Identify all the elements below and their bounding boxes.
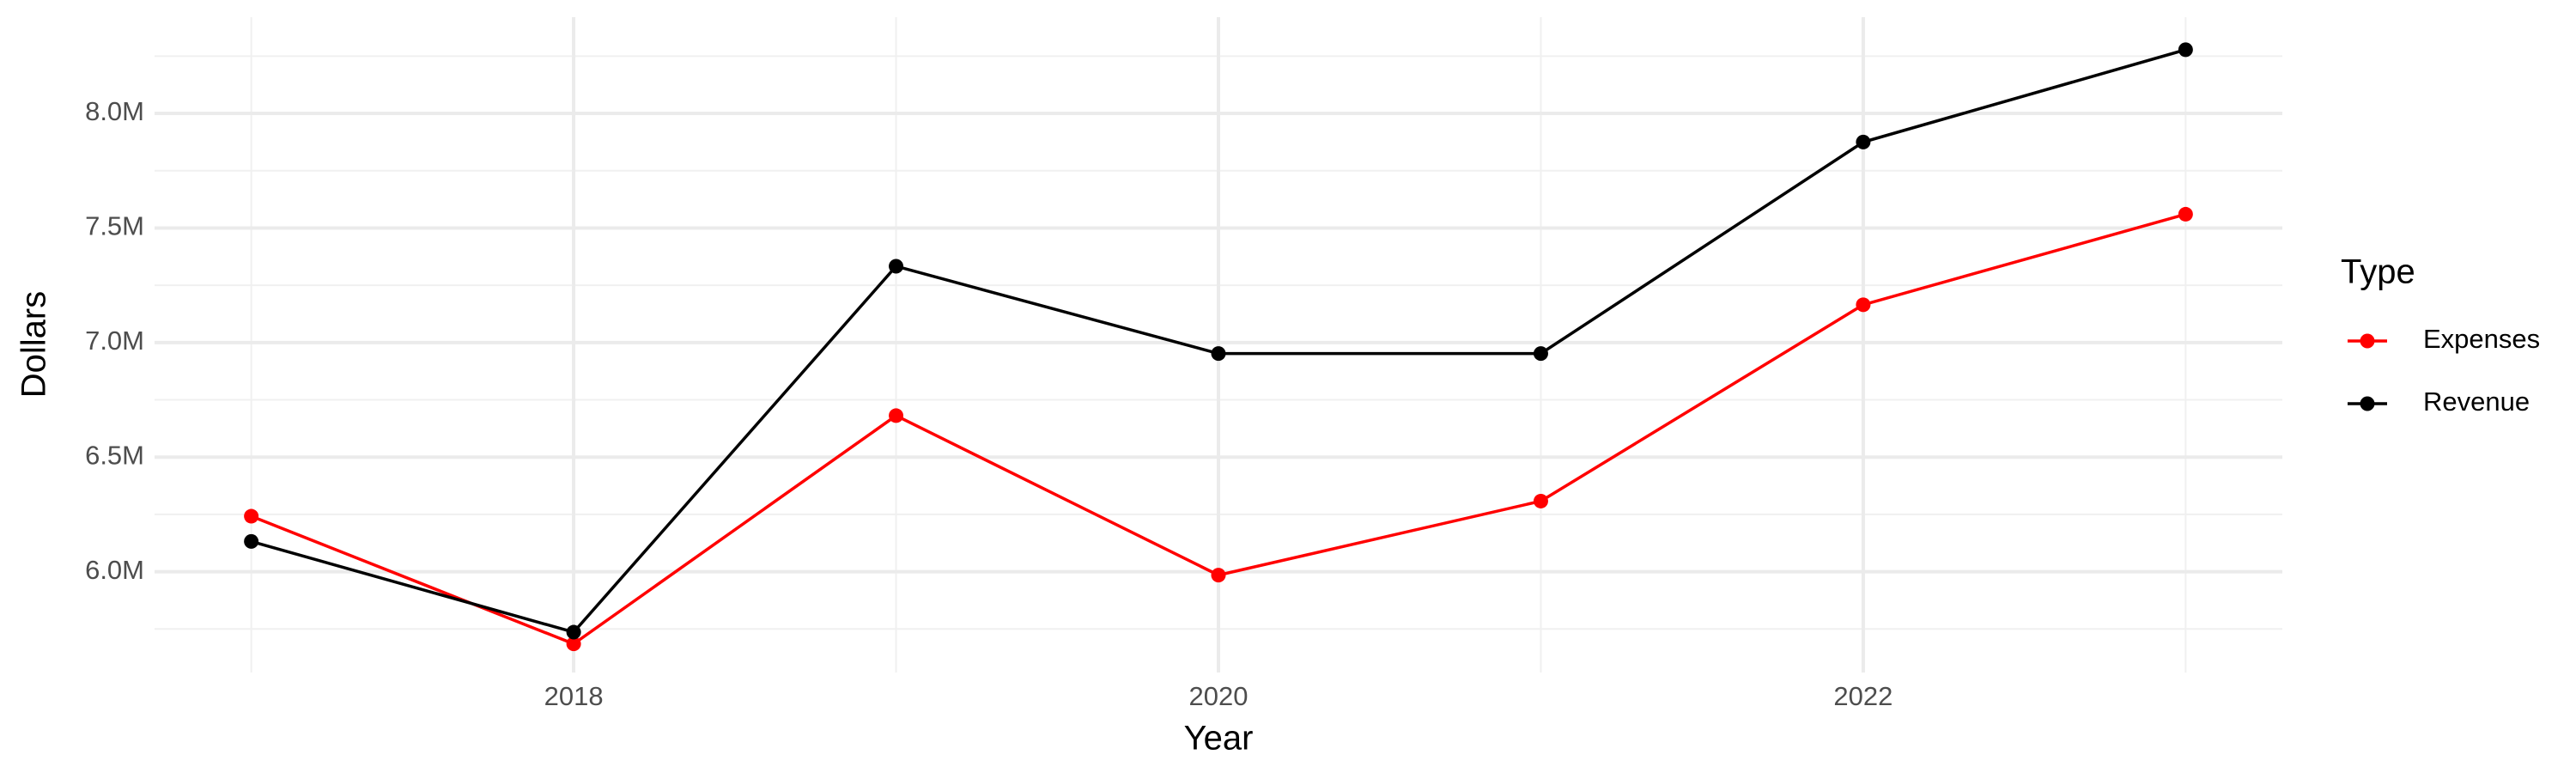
data-point bbox=[1211, 568, 1226, 583]
grid bbox=[155, 17, 2282, 673]
x-tick-label: 2020 bbox=[1189, 681, 1249, 711]
y-tick-label: 6.0M bbox=[85, 555, 144, 585]
legend-marker bbox=[2360, 333, 2375, 349]
x-tick-label: 2018 bbox=[544, 681, 604, 711]
data-point bbox=[566, 624, 581, 640]
data-point bbox=[1211, 346, 1226, 362]
legend-label: Expenses bbox=[2423, 324, 2540, 354]
data-point bbox=[1533, 346, 1548, 362]
legend-label: Revenue bbox=[2423, 386, 2530, 417]
data-point bbox=[566, 636, 581, 652]
data-point bbox=[244, 508, 259, 524]
legend-marker bbox=[2360, 396, 2375, 411]
x-axis-title: Year bbox=[1184, 720, 1254, 758]
data-point bbox=[2178, 42, 2193, 58]
data-point bbox=[244, 533, 259, 549]
y-tick-label: 7.5M bbox=[85, 211, 144, 241]
y-tick-label: 7.0M bbox=[85, 326, 144, 356]
data-point bbox=[889, 259, 904, 274]
data-point bbox=[889, 408, 904, 423]
y-tick-label: 8.0M bbox=[85, 96, 144, 126]
x-tick-label: 2022 bbox=[1833, 681, 1893, 711]
y-axis-title: Dollars bbox=[15, 291, 53, 398]
y-tick-label: 6.5M bbox=[85, 440, 144, 470]
legend-title: Type bbox=[2341, 253, 2415, 291]
data-point bbox=[2178, 206, 2193, 222]
data-point bbox=[1856, 297, 1871, 313]
data-point bbox=[1856, 134, 1871, 149]
data-point bbox=[1533, 493, 1548, 508]
